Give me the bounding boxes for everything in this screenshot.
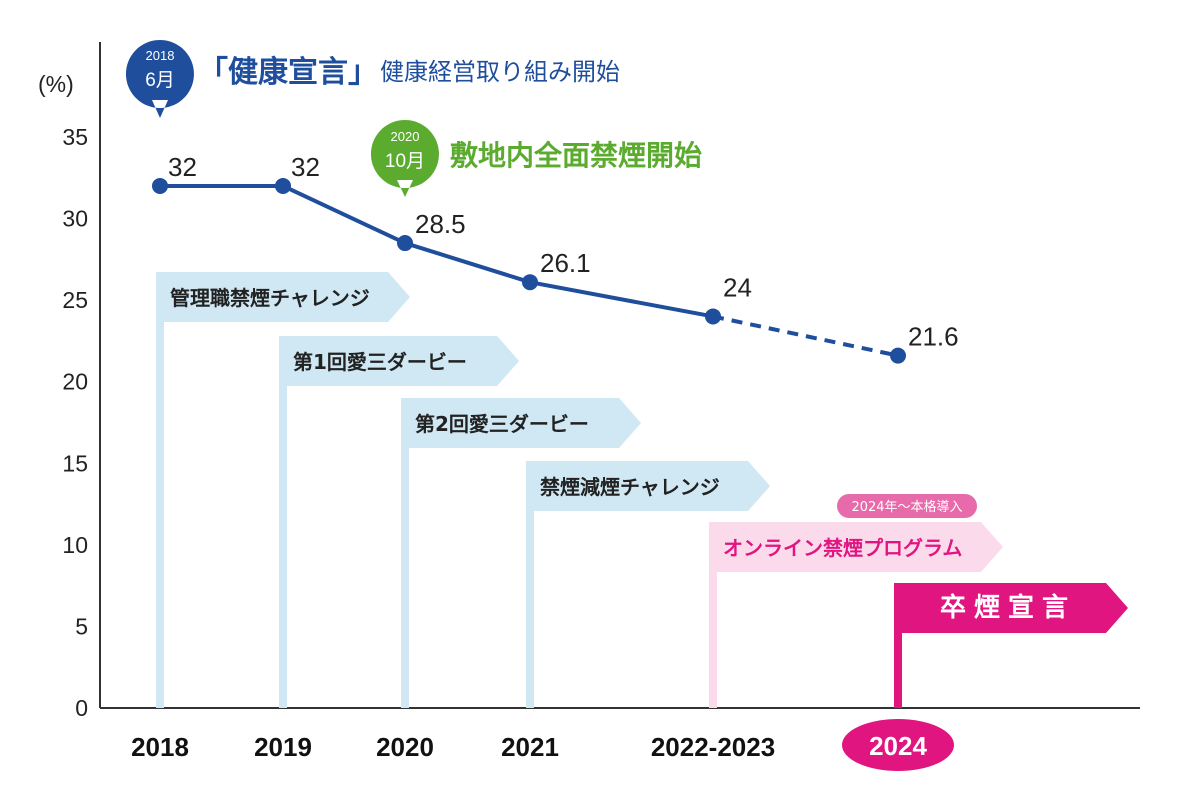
program-flag-pole	[894, 583, 902, 708]
data-point	[522, 274, 538, 291]
program-flag-pole	[279, 336, 287, 708]
health-declaration-badge-year: 2018	[146, 48, 175, 63]
health-declaration-title: 「健康宣言」	[198, 55, 378, 90]
program-flag-note-pill	[837, 494, 977, 518]
data-point	[152, 177, 168, 194]
y-tick-label: 5	[75, 613, 88, 639]
y-ticks: 0 5 10 15 20 25 30 35	[62, 124, 88, 721]
program-flag: オンライン禁煙プログラム 2024年〜本格導入	[709, 494, 1003, 708]
program-flag-banner	[279, 336, 519, 386]
data-label: 32	[291, 152, 320, 182]
health-declaration-badge	[125, 40, 194, 118]
data-label: 26.1	[540, 248, 591, 278]
health-declaration-annotation: 2018 6月 「健康宣言」 健康経営取り組み開始	[125, 40, 620, 118]
program-flags: 管理職禁煙チャレンジ第1回愛三ダービー第2回愛三ダービー禁煙減煙チャレンジオンラ…	[156, 272, 1128, 708]
program-flag-banner	[526, 461, 770, 511]
data-point	[890, 347, 906, 364]
smoking-ban-badge-month: 10月	[385, 151, 425, 172]
program-flag-pole	[156, 272, 164, 708]
program-flag-pole	[526, 461, 534, 708]
program-flag: 第1回愛三ダービー	[279, 336, 519, 708]
program-flag-banner	[709, 522, 1003, 572]
data-label: 21.6	[908, 322, 959, 352]
program-flag-label: 第2回愛三ダービー	[415, 412, 589, 436]
x-category-highlight	[842, 719, 954, 771]
program-flag-banner	[401, 398, 641, 448]
program-flag-label: 管理職禁煙チャレンジ	[170, 286, 370, 310]
data-point	[705, 308, 721, 325]
x-category-label: 2019	[254, 732, 312, 762]
data-point	[397, 235, 413, 252]
smoking-ban-badge-year: 2020	[391, 129, 420, 144]
program-flag: 第2回愛三ダービー	[401, 398, 641, 708]
program-flag: 管理職禁煙チャレンジ	[156, 272, 410, 708]
health-declaration-badge-month: 6月	[145, 70, 175, 91]
x-category-label: 2024	[869, 731, 927, 761]
smoking-ban-annotation: 2020 10月 敷地内全面禁煙開始	[370, 120, 702, 197]
y-axis-label: (%)	[38, 71, 74, 97]
program-flag-banner	[894, 583, 1128, 633]
program-flag-label: 禁煙減煙チャレンジ	[540, 475, 720, 499]
series-line: 32 32 28.5 26.1 24 21.6	[152, 152, 959, 364]
program-flag: 禁煙減煙チャレンジ	[526, 461, 770, 708]
y-tick-label: 25	[62, 287, 88, 313]
program-flag-label: 第1回愛三ダービー	[293, 350, 467, 374]
program-flag: 卒煙宣言	[894, 583, 1128, 708]
data-point	[275, 177, 291, 194]
y-tick-label: 15	[62, 450, 88, 476]
program-flag-pole	[401, 398, 409, 708]
program-flag-pole	[709, 522, 717, 708]
y-tick-label: 10	[62, 532, 88, 558]
x-category-label: 2022-2023	[651, 732, 775, 762]
program-flag-banner	[156, 272, 410, 322]
data-label: 28.5	[415, 209, 466, 239]
x-category-label: 2020	[376, 732, 434, 762]
series-line-projected	[712, 314, 899, 358]
smoking-ban-badge	[370, 120, 439, 197]
program-flag-label: オンライン禁煙プログラム	[723, 536, 962, 560]
y-tick-label: 0	[75, 695, 88, 721]
y-tick-label: 30	[62, 206, 88, 232]
smoking-ban-title: 敷地内全面禁煙開始	[450, 139, 702, 172]
data-label: 24	[723, 272, 752, 302]
x-category-label: 2018	[131, 732, 189, 762]
program-flag-note: 2024年〜本格導入	[851, 499, 962, 515]
y-tick-label: 35	[62, 124, 88, 150]
health-declaration-subtitle: 健康経営取り組み開始	[380, 58, 620, 86]
data-label: 32	[168, 152, 197, 182]
y-tick-label: 20	[62, 369, 88, 395]
x-category-label: 2021	[501, 732, 559, 762]
x-categories: 2018 2019 2020 2021 2022-2023 2024	[131, 719, 954, 771]
program-flag-label: 卒煙宣言	[940, 592, 1076, 623]
